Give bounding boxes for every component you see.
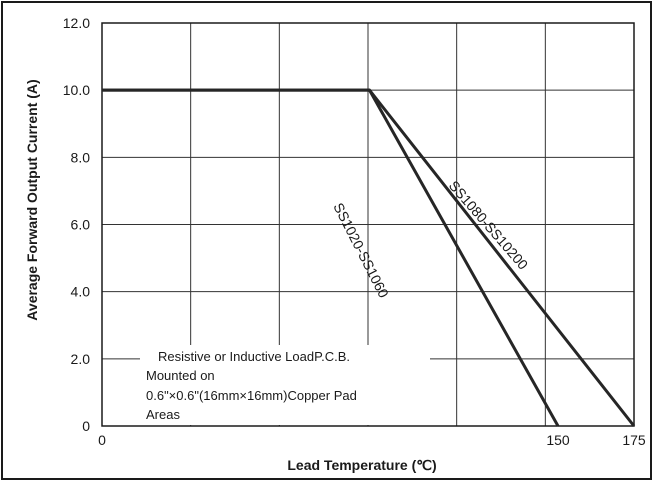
annotation-background bbox=[140, 345, 430, 425]
y-tick-label: 8.0 bbox=[71, 149, 91, 165]
series-line-2 bbox=[102, 88, 636, 427]
y-tick-label: 6.0 bbox=[71, 217, 91, 233]
x-tick-label: 175 bbox=[622, 432, 646, 448]
annotation-note: Resistive or Inductive LoadP.C.B. Mounte… bbox=[140, 345, 430, 425]
x-tick-label: 150 bbox=[546, 432, 570, 448]
x-tick-label: 0 bbox=[98, 432, 106, 448]
y-tick-label: 0 bbox=[82, 418, 90, 434]
series-label-ss1080-ss10200: SS1080-SS10200 bbox=[446, 177, 532, 272]
y-axis-title: Average Forward Output Current (A) bbox=[24, 79, 40, 320]
y-tick-labels: 0 2.0 4.0 6.0 8.0 10.0 12.0 bbox=[63, 15, 90, 434]
y-tick-label: 2.0 bbox=[71, 351, 91, 367]
annotation-line-2: Mounted on bbox=[146, 368, 215, 383]
y-tick-label: 12.0 bbox=[63, 15, 90, 31]
series-lines bbox=[102, 88, 636, 427]
annotation-line-4: Areas bbox=[146, 407, 180, 422]
annotation-line-3: 0.6"×0.6"(16mm×16mm)Copper Pad bbox=[146, 388, 357, 403]
x-axis-title: Lead Temperature (℃) bbox=[287, 457, 436, 473]
y-tick-label: 4.0 bbox=[71, 284, 91, 300]
annotation-line-1: Resistive or Inductive LoadP.C.B. bbox=[158, 349, 350, 364]
series-label-ss1020-ss1060: SS1020-SS1060 bbox=[330, 200, 392, 300]
x-tick-labels: 0 150 175 bbox=[98, 432, 646, 448]
y-tick-label: 10.0 bbox=[63, 82, 90, 98]
plot-area bbox=[101, 22, 635, 427]
